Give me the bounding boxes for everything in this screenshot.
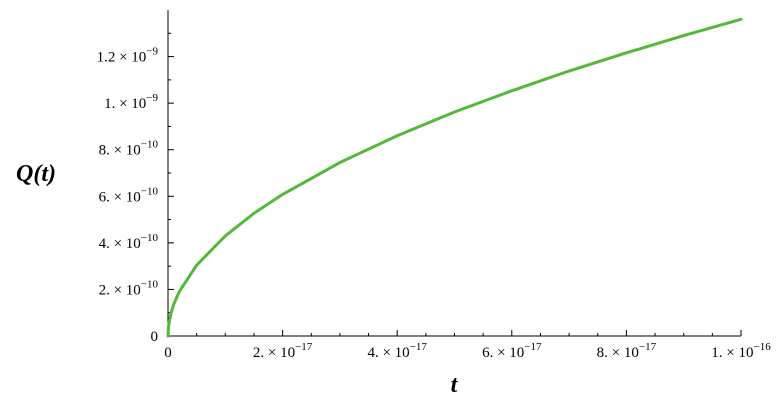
y-tick-label: 4. × 10−10 bbox=[99, 232, 159, 252]
series-layer bbox=[166, 17, 743, 338]
x-tick-label: 4. × 10−17 bbox=[367, 341, 427, 361]
series-line-0 bbox=[166, 17, 743, 338]
x-tick-label: 8. × 10−17 bbox=[597, 341, 657, 361]
y-tick-label: 1. × 10−9 bbox=[104, 92, 158, 112]
x-tick-label: 6. × 10−17 bbox=[482, 341, 542, 361]
y-tick-label: 0 bbox=[151, 329, 159, 345]
y-tick-label: 1.2 × 10−9 bbox=[97, 46, 159, 66]
y-tick-label: 6. × 10−10 bbox=[99, 185, 159, 205]
axes bbox=[167, 10, 741, 337]
ticks: 0 2. × 10−17 4. × 10−17 6. × 10−17 8. × 10−1… bbox=[97, 32, 771, 361]
y-tick-label: 2. × 10−10 bbox=[99, 278, 159, 298]
y-tick-label: 8. × 10−10 bbox=[99, 139, 159, 159]
x-tick-label: 0 bbox=[164, 345, 172, 361]
x-axis-title: t bbox=[451, 372, 459, 398]
x-tick-label: 1. × 10−16 bbox=[711, 341, 771, 361]
y-axis-title: Q(t) bbox=[16, 161, 56, 187]
x-tick-label: 2. × 10−17 bbox=[253, 341, 313, 361]
